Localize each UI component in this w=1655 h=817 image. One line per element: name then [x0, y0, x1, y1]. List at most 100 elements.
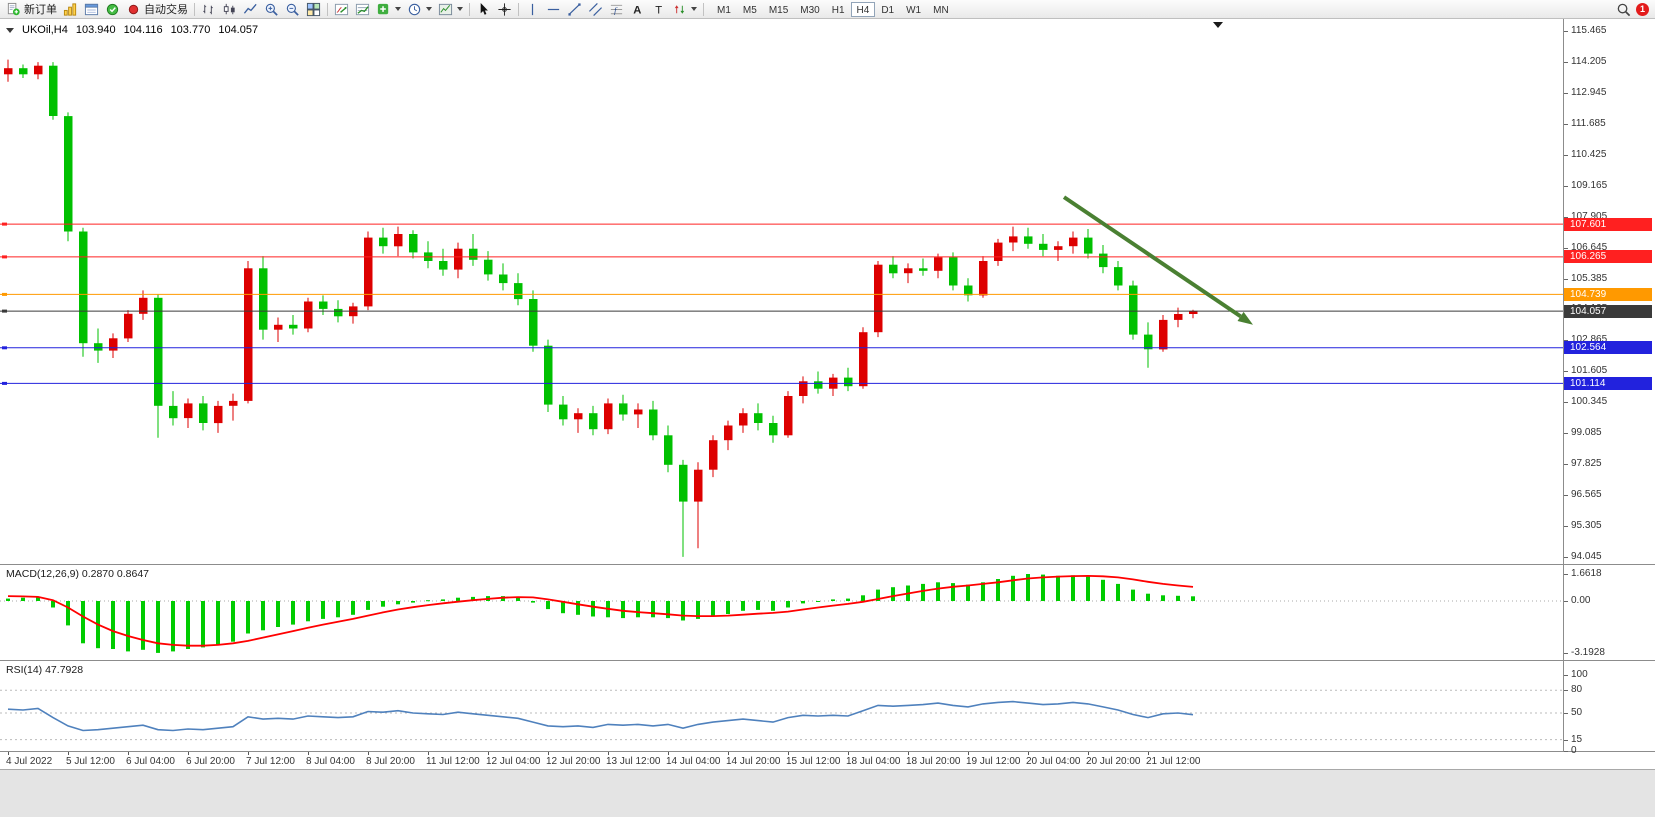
rsi-axis-label: 50	[1571, 707, 1583, 718]
cursor-icon	[480, 2, 488, 15]
timeframe-mn-button[interactable]: MN	[933, 4, 949, 16]
toolbar-separator	[327, 2, 328, 16]
time-axis-tick	[788, 752, 789, 755]
rsi-axis-tick	[1564, 713, 1568, 714]
zoom-out-button[interactable]	[282, 1, 303, 18]
trendline-tool-button[interactable]	[564, 1, 585, 18]
panel-splitter[interactable]	[0, 660, 1655, 661]
label-tool-button[interactable]: T	[648, 1, 669, 18]
dropdown-caret-icon	[426, 7, 432, 11]
channel-tool-button[interactable]	[585, 1, 606, 18]
auto-trading-button[interactable]: 自动交易	[123, 1, 191, 18]
price-axis-tick	[1564, 557, 1568, 558]
period-button[interactable]	[404, 1, 435, 18]
text-icon: A	[633, 4, 641, 16]
price-axis-label: 96.565	[1571, 489, 1602, 500]
add-indicator-button[interactable]	[373, 1, 404, 18]
time-axis-tick	[668, 752, 669, 755]
arrows-tool-button[interactable]	[669, 1, 700, 18]
price-axis-label: 101.605	[1571, 365, 1608, 376]
price-axis-label: 105.385	[1571, 273, 1608, 284]
candlestick-chart-type-button[interactable]	[219, 1, 240, 18]
time-axis[interactable]: 4 Jul 2022 5 Jul 12:00 6 Jul 04:00 6 Jul 20…	[0, 752, 1563, 769]
time-axis-tick	[548, 752, 549, 755]
auto-trading-label: 自动交易	[144, 4, 188, 16]
chart-window[interactable]: UKOil,H4 103.940 104.116 103.770 104.057…	[0, 19, 1655, 817]
macd-axis-label: 0.00	[1571, 595, 1591, 606]
time-axis-label: 21 Jul 12:00	[1146, 756, 1201, 767]
price-axis-tick	[1564, 248, 1568, 249]
trend-arrow[interactable]	[1062, 195, 1253, 325]
horizontal-lines[interactable]	[0, 222, 1563, 385]
bar-chart-type-button[interactable]	[198, 1, 219, 18]
price-axis-label: 111.685	[1571, 118, 1606, 129]
text-tool-button[interactable]: A	[627, 1, 648, 18]
rsi-panel-canvas[interactable]	[0, 661, 1563, 751]
indicator-list-button[interactable]	[352, 1, 373, 18]
price-badge: 104.057	[1564, 305, 1652, 318]
price-axis[interactable]: 115.465 114.205 112.945 111.685 110.425 109.1…	[1564, 19, 1655, 769]
data-window-button[interactable]	[81, 1, 102, 18]
panel-splitter[interactable]	[0, 564, 1655, 565]
chart-menu-icon[interactable]	[6, 27, 14, 33]
svg-text:f: f	[614, 4, 618, 14]
zoom-in-button[interactable]	[261, 1, 282, 18]
panel-splitter	[0, 751, 1655, 752]
fibonacci-tool-button[interactable]: f	[606, 1, 627, 18]
chart-high-value: 104.116	[123, 24, 163, 36]
indicator-window-button[interactable]	[331, 1, 352, 18]
indicator-list-icon	[355, 3, 370, 15]
crosshair-tool-button[interactable]	[494, 1, 515, 18]
time-axis-label: 20 Jul 04:00	[1026, 756, 1081, 767]
bar-chart-icon	[203, 4, 213, 14]
time-axis-label: 14 Jul 04:00	[666, 756, 721, 767]
strategy-tester-button[interactable]	[102, 1, 123, 18]
price-axis-label: 109.165	[1571, 180, 1608, 191]
scroll-to-end-marker[interactable]	[1213, 22, 1223, 28]
price-axis-tick	[1564, 279, 1568, 280]
timeframe-h4-button[interactable]: H4	[850, 1, 876, 17]
time-axis-label: 18 Jul 04:00	[846, 756, 901, 767]
timeframe-m15-button[interactable]: M15	[768, 4, 789, 16]
macd-axis-label: -3.1928	[1571, 647, 1605, 658]
tile-windows-icon	[306, 2, 321, 16]
toolbar-right-group: 1	[1616, 2, 1652, 17]
macd-panel-canvas[interactable]	[0, 565, 1563, 660]
timeframe-m30-button[interactable]: M30	[800, 4, 820, 16]
horizontal-line-tool-button[interactable]	[543, 1, 564, 18]
time-axis-tick	[428, 752, 429, 755]
timeframe-w1-button[interactable]: W1	[906, 4, 922, 16]
price-axis-label: 95.305	[1571, 520, 1602, 531]
price-chart-canvas[interactable]	[0, 19, 1563, 564]
rsi-axis-label: 80	[1571, 684, 1583, 695]
auto-trading-icon	[128, 4, 139, 14]
time-axis-label: 11 Jul 12:00	[426, 756, 480, 767]
rsi-axis-tick	[1564, 690, 1568, 691]
new-order-icon	[7, 2, 20, 15]
cursor-tool-button[interactable]	[473, 1, 494, 18]
price-badge: 101.114	[1564, 377, 1652, 390]
price-axis-label: 107.905	[1571, 211, 1608, 222]
timeframe-m1-button[interactable]: M1	[717, 4, 731, 16]
notification-badge[interactable]: 1	[1636, 2, 1649, 16]
new-order-button[interactable]: 新订单	[3, 1, 60, 18]
rsi-axis-label: 0	[1571, 745, 1577, 756]
charts-button[interactable]	[60, 1, 81, 18]
search-icon[interactable]	[1616, 2, 1631, 17]
line-chart-type-button[interactable]	[240, 1, 261, 18]
time-axis-label: 6 Jul 20:00	[186, 756, 235, 767]
time-axis-tick	[128, 752, 129, 755]
channel-icon	[588, 2, 603, 16]
timeframe-d1-button[interactable]: D1	[881, 4, 895, 16]
timeframe-m5-button[interactable]: M5	[742, 4, 757, 16]
chart-symbol-period: UKOil,H4	[22, 24, 68, 36]
price-axis-label: 112.945	[1571, 87, 1607, 98]
axis-separator	[1563, 19, 1564, 752]
timeframe-h1-button[interactable]: H1	[831, 4, 845, 16]
vertical-line-tool-button[interactable]	[522, 1, 543, 18]
time-axis-tick	[1148, 752, 1149, 755]
time-axis-label: 20 Jul 20:00	[1086, 756, 1141, 767]
template-button[interactable]	[435, 1, 466, 18]
window-bottom-strip	[0, 769, 1655, 817]
tile-windows-button[interactable]	[303, 1, 324, 18]
